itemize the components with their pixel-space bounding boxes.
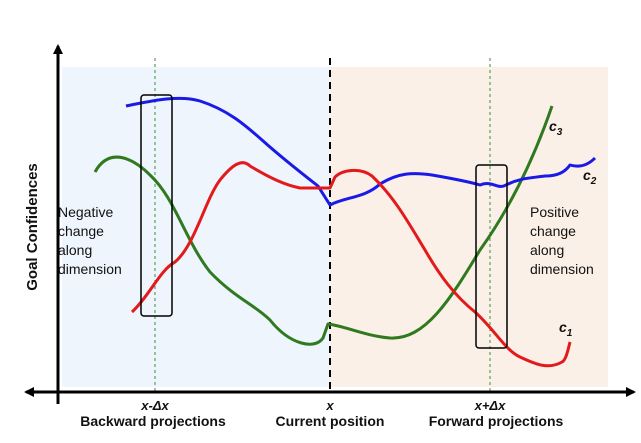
curve-c3-label-sub: 3	[557, 127, 563, 138]
curve-c2-label: c2	[583, 167, 597, 187]
backward-projection-box	[140, 94, 173, 317]
curve-c1-label-sub: 1	[567, 328, 573, 339]
forward-region	[330, 67, 608, 387]
negative-annotation-line: dimension	[58, 261, 122, 277]
positive-annotation-line: change	[530, 223, 576, 239]
tick-forward: x+Δx	[474, 398, 507, 413]
negative-annotation-line: along	[58, 242, 92, 258]
positive-annotation-line: dimension	[530, 261, 594, 277]
curve-c3-label-base: c	[549, 118, 557, 134]
negative-annotation-line: Negative	[58, 204, 113, 220]
curve-c2	[125, 96, 597, 207]
curve-c1-label: c1	[559, 319, 573, 339]
caption-backward: Backward projections	[80, 413, 226, 429]
y-axis-label: Goal Confidences	[24, 163, 41, 291]
negative-annotation-line: change	[58, 223, 104, 239]
curve-c2-label-base: c	[583, 167, 591, 183]
tick-backward: x-Δx	[140, 398, 169, 413]
caption-forward: Forward projections	[429, 413, 564, 429]
positive-annotation: Positive change along dimension	[530, 204, 594, 277]
positive-annotation-line: along	[530, 242, 564, 258]
negative-annotation: Negative change along dimension	[58, 204, 122, 277]
curve-c3	[93, 105, 554, 346]
curve-c2-label-sub: 2	[590, 176, 597, 187]
curve-c1-label-base: c	[559, 319, 567, 335]
curve-c1	[130, 161, 572, 368]
tick-current: x	[325, 398, 334, 413]
caption-current: Current position	[276, 413, 385, 429]
forward-projection-box	[475, 164, 508, 349]
curve-c3-label: c3	[549, 118, 563, 138]
positive-annotation-line: Positive	[530, 204, 579, 220]
